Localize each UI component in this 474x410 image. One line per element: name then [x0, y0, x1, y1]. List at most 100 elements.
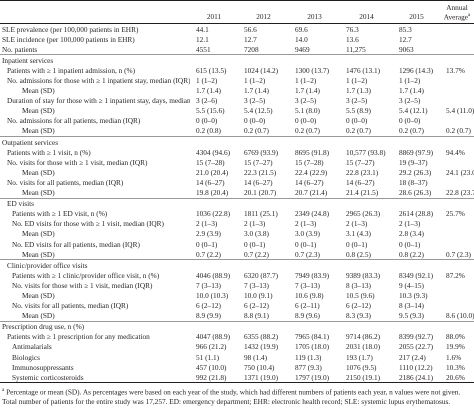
cell: 85.3: [399, 24, 412, 34]
cell: 2 (1–3): [399, 219, 421, 229]
cell: 1 (1–2): [244, 76, 266, 86]
cell: 3 (2–5): [295, 96, 317, 106]
header-cell: 2014: [340, 0, 393, 24]
row-label: Mean (SD): [22, 167, 55, 177]
cell: 8 (3–13): [346, 280, 371, 290]
row-label: Mean (SD): [22, 188, 55, 198]
cell: 3 (2–5): [399, 96, 421, 106]
table-row: Biologics 51 (1.1) 98 (1.4) 119 (1.3) 193 (1…: [0, 352, 474, 362]
cell: 15 (7–27): [244, 157, 273, 167]
cell: 8695 (91.8): [295, 147, 330, 157]
cell: 5.4 (12.5): [244, 106, 273, 116]
row-label: Mean (SD): [22, 290, 55, 300]
cell: 10.3 (9.3): [399, 290, 428, 300]
cell: 2 (1–3): [346, 219, 368, 229]
cell: [440, 96, 474, 106]
cell: [238, 259, 289, 271]
cell: 6769 (93.9): [244, 147, 279, 157]
cell: 25.7%: [446, 209, 465, 219]
cell: [190, 197, 238, 209]
cell: 14 (6–27): [196, 177, 225, 187]
cell: [440, 259, 474, 271]
cell: [393, 320, 440, 332]
cell: 29.2 (26.3): [399, 167, 432, 177]
table-row: Antimalarials 966 (21.2) 1432 (19.9) 1705 (…: [0, 342, 474, 352]
cell: 0 (0–1): [399, 239, 421, 249]
cell: 7 (3–13): [196, 280, 221, 290]
table-body: SLE prevalence (per 100,000 patients in …: [0, 24, 474, 384]
cell: [238, 320, 289, 332]
table-row: Mean (SD) 0.2 (0.8) 0.2 (0.7) 0.2 (0.7) 0.2 …: [0, 126, 474, 137]
row-label: No. visits for those with ≥ 1 visit, med…: [7, 157, 148, 167]
cell: 2 (1–3): [244, 219, 266, 229]
footnote-text: Percentage or mean (SD). As percentages …: [2, 387, 461, 406]
cell: 3 (2–6): [196, 96, 218, 106]
cell: 8.8 (9.1): [244, 311, 269, 321]
table-row: Duration of stay for those with ≥ 1 inpa…: [0, 96, 474, 106]
cell: [289, 136, 340, 148]
row-label: Systemic corticosteroids: [0, 372, 190, 384]
cell: 2349 (24.8): [295, 209, 330, 219]
cell: 10.6 (9.8): [295, 290, 324, 300]
cell: 28.6 (26.3): [399, 188, 432, 198]
section-row: ED visits: [0, 197, 474, 209]
cell: 2150 (19.1): [340, 372, 393, 384]
table-row: Mean (SD) 21.0 (20.4) 22.3 (21.5) 22.4 (22.…: [0, 167, 474, 177]
cell: 8349 (92.1): [399, 270, 434, 280]
cell: 14 (6–27): [295, 177, 324, 187]
cell: 4046 (88.9): [196, 270, 231, 280]
cell: [289, 259, 340, 271]
cell: 8869 (97.9): [399, 147, 434, 157]
cell: 0 (0–0): [399, 116, 421, 126]
cell: 2 (1–3): [196, 219, 218, 229]
row-label: Antimalarials: [12, 342, 52, 352]
cell: [440, 219, 474, 229]
cell: 4304 (94.6): [196, 147, 231, 157]
row-label: Mean (SD): [22, 86, 55, 96]
cell: 10,577 (93.8): [346, 147, 386, 157]
column-label: 2012: [256, 12, 271, 21]
row-label: Mean (SD): [22, 311, 55, 321]
cell: 2965 (26.3): [346, 209, 381, 219]
cell: 2.8 (3.4): [399, 229, 424, 239]
cell: 7208: [244, 44, 259, 54]
row-label: Inpatient services: [0, 54, 190, 66]
row-label: Immunosuppressants: [12, 362, 74, 372]
cell: [289, 54, 340, 66]
row-label: Clinic/provider office visits: [0, 259, 190, 271]
cell: 19 (9–37): [399, 157, 428, 167]
cell: [393, 197, 440, 209]
cell: 1 (1–2): [196, 76, 218, 86]
table-row: Mean (SD) 5.5 (15.6) 5.4 (12.5) 5.1 (8.0) 5.…: [0, 106, 474, 116]
cell: 0 (0–0): [346, 116, 368, 126]
footnote-mark: a: [2, 388, 5, 394]
cell: 2614 (28.8): [399, 209, 434, 219]
cell: 1036 (22.8): [196, 209, 231, 219]
cell: [440, 229, 474, 239]
cell: 5.5 (8.9): [346, 106, 371, 116]
cell: 21.4 (21.5): [346, 188, 379, 198]
cell: 8399 (92.7): [399, 332, 434, 342]
cell: 6 (2–12): [196, 301, 221, 311]
cell: 44.1: [196, 24, 209, 34]
cell: 5.4 (12.1): [399, 106, 428, 116]
cell: 1076 (9.5): [346, 362, 377, 372]
cell: 9389 (83.3): [346, 270, 381, 280]
cell: 87.2%: [446, 270, 465, 280]
cell: 6 (2–12): [244, 301, 269, 311]
row-label: No. visits for those with ≥ 1 visit, med…: [12, 280, 153, 290]
cell: [440, 290, 474, 300]
cell: [190, 259, 238, 271]
row-label: No. patients: [2, 44, 38, 54]
cell: 0 (0–1): [295, 239, 317, 249]
cell: 0.8 (2.2): [399, 249, 424, 259]
cell: 14 (6–27): [244, 177, 273, 187]
cell: 0.2 (0.7): [244, 126, 269, 136]
cell: 0 (0–1): [196, 239, 218, 249]
cell: 193 (1.7): [346, 352, 373, 362]
cell: 20.7 (21.4): [295, 188, 328, 198]
column-label: 2015: [409, 12, 424, 21]
table-row: No. visits for those with ≥ 1 visit, med…: [0, 157, 474, 167]
cell: 13.7%: [446, 65, 465, 75]
cell: [238, 197, 289, 209]
